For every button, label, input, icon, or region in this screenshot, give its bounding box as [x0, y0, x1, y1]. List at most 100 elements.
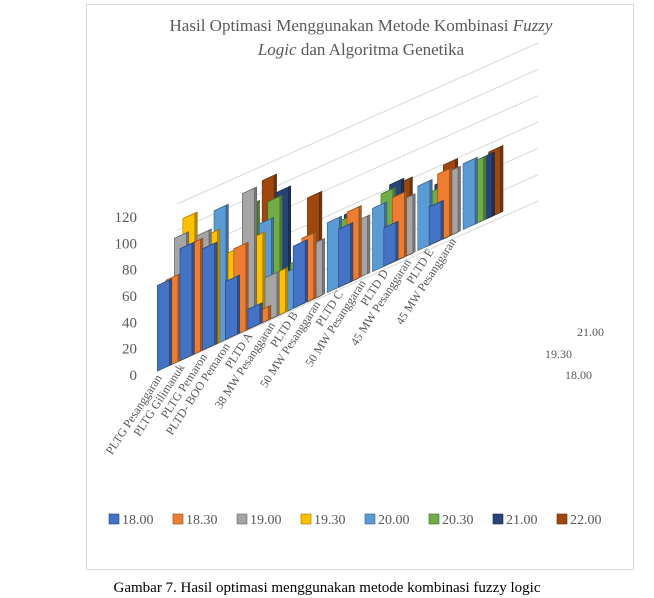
bar-front — [462, 157, 476, 231]
bar — [292, 239, 308, 309]
y-tick-label: 60 — [122, 289, 137, 305]
gridline — [176, 42, 539, 205]
bar-front — [417, 180, 431, 252]
bar — [247, 302, 263, 330]
legend-swatch — [364, 513, 376, 525]
bar-top — [179, 241, 195, 250]
gridline — [176, 95, 539, 258]
bar-top — [247, 302, 263, 310]
legend-label: 22.00 — [570, 513, 602, 528]
bar — [462, 156, 478, 231]
bar-top — [307, 191, 322, 199]
bar-side — [491, 151, 495, 217]
legend-label: 18.00 — [122, 513, 154, 528]
y-tick-label: 20 — [122, 342, 137, 358]
legend-item: 19.00 — [236, 513, 282, 528]
bar-side — [412, 193, 416, 254]
legend-label: 19.30 — [314, 513, 346, 528]
bar-side — [474, 156, 478, 225]
y-tick-label: 40 — [122, 315, 137, 331]
bar — [338, 222, 354, 288]
bar-top — [327, 215, 342, 224]
bar-top — [276, 185, 291, 193]
legend-swatch — [300, 513, 312, 525]
bar-top — [437, 167, 453, 175]
bar-side — [449, 166, 453, 237]
bar-front — [224, 275, 238, 341]
bar-top — [338, 222, 354, 230]
depth-label: 21.00 — [577, 325, 604, 339]
bar-side — [259, 302, 263, 325]
bar-top — [259, 217, 274, 225]
bar-front — [157, 279, 170, 372]
legend-item: 20.00 — [364, 513, 410, 528]
gridline — [176, 68, 539, 231]
bar-top — [264, 271, 280, 279]
bar — [488, 145, 504, 219]
depth-label: 18.00 — [565, 368, 592, 382]
bar-front — [326, 216, 340, 294]
y-tick-label: 100 — [115, 236, 138, 252]
legend-swatch — [492, 513, 504, 525]
bar-side — [214, 241, 218, 346]
depth-labels: 18.00 19.30 21.00 — [545, 325, 604, 382]
y-tick-label: 120 — [115, 210, 138, 226]
legend-item: 19.30 — [300, 513, 346, 528]
bar-side — [321, 237, 325, 296]
chart-svg: Hasil Optimasi Menggunakan Metode Kombin… — [103, 16, 604, 528]
bar-top — [233, 241, 249, 250]
bar-side — [358, 205, 362, 279]
bar-front — [179, 242, 193, 362]
bar-top — [213, 203, 229, 212]
bar — [157, 278, 173, 372]
bar-side — [217, 228, 221, 344]
bar-top — [242, 186, 257, 194]
bar-side — [276, 270, 280, 317]
legend-item: 18.30 — [172, 513, 218, 528]
legend-swatch — [236, 513, 248, 525]
bar-side — [367, 214, 371, 275]
bar-side — [440, 199, 444, 241]
bar-side — [500, 145, 504, 213]
bar-top — [389, 177, 405, 186]
bar-top — [380, 187, 396, 195]
bar-front — [202, 242, 215, 351]
bar — [179, 241, 195, 362]
legend-item: 18.00 — [108, 513, 154, 528]
bar — [428, 199, 444, 246]
legend-label: 21.00 — [506, 513, 538, 528]
bar-layer — [157, 145, 504, 372]
bar-top — [157, 278, 172, 286]
chart-frame: Hasil Optimasi Menggunakan Metode Kombin… — [86, 4, 634, 570]
legend-item: 20.30 — [428, 513, 474, 528]
bar-top — [462, 156, 478, 165]
legend-label: 20.30 — [442, 513, 474, 528]
bar-front — [338, 223, 351, 288]
legend-item: 22.00 — [556, 513, 602, 528]
bar — [224, 274, 241, 341]
legend-swatch — [556, 513, 568, 525]
legend: 18.00 18.30 19.00 19.30 20.00 20.30 21.00 22.00 — [108, 513, 602, 528]
bar-side — [457, 165, 461, 233]
y-tick-labels: 0 20 40 60 80 100 120 — [115, 210, 138, 384]
gridline — [176, 200, 539, 363]
bar-side — [404, 190, 408, 258]
legend-item: 21.00 — [492, 513, 538, 528]
bar-top — [262, 173, 277, 182]
legend-swatch — [428, 513, 440, 525]
bar-front — [428, 200, 442, 246]
bar-top — [293, 239, 308, 247]
chart-title-line1: Hasil Optimasi Menggunakan Metode Kombin… — [170, 16, 553, 35]
bar-top — [428, 200, 444, 208]
bar-top — [225, 274, 240, 282]
bar-side — [169, 278, 173, 367]
bar-top — [392, 190, 407, 199]
bar-top — [267, 194, 283, 203]
bar-top — [346, 205, 362, 213]
bar-side — [313, 231, 317, 300]
figure-caption: Gambar 7. Hasil optimasi menggunakan met… — [113, 580, 541, 596]
bar-side — [237, 274, 241, 335]
bar-front — [372, 202, 385, 273]
bar-top — [174, 231, 189, 239]
bar-side — [268, 304, 272, 321]
